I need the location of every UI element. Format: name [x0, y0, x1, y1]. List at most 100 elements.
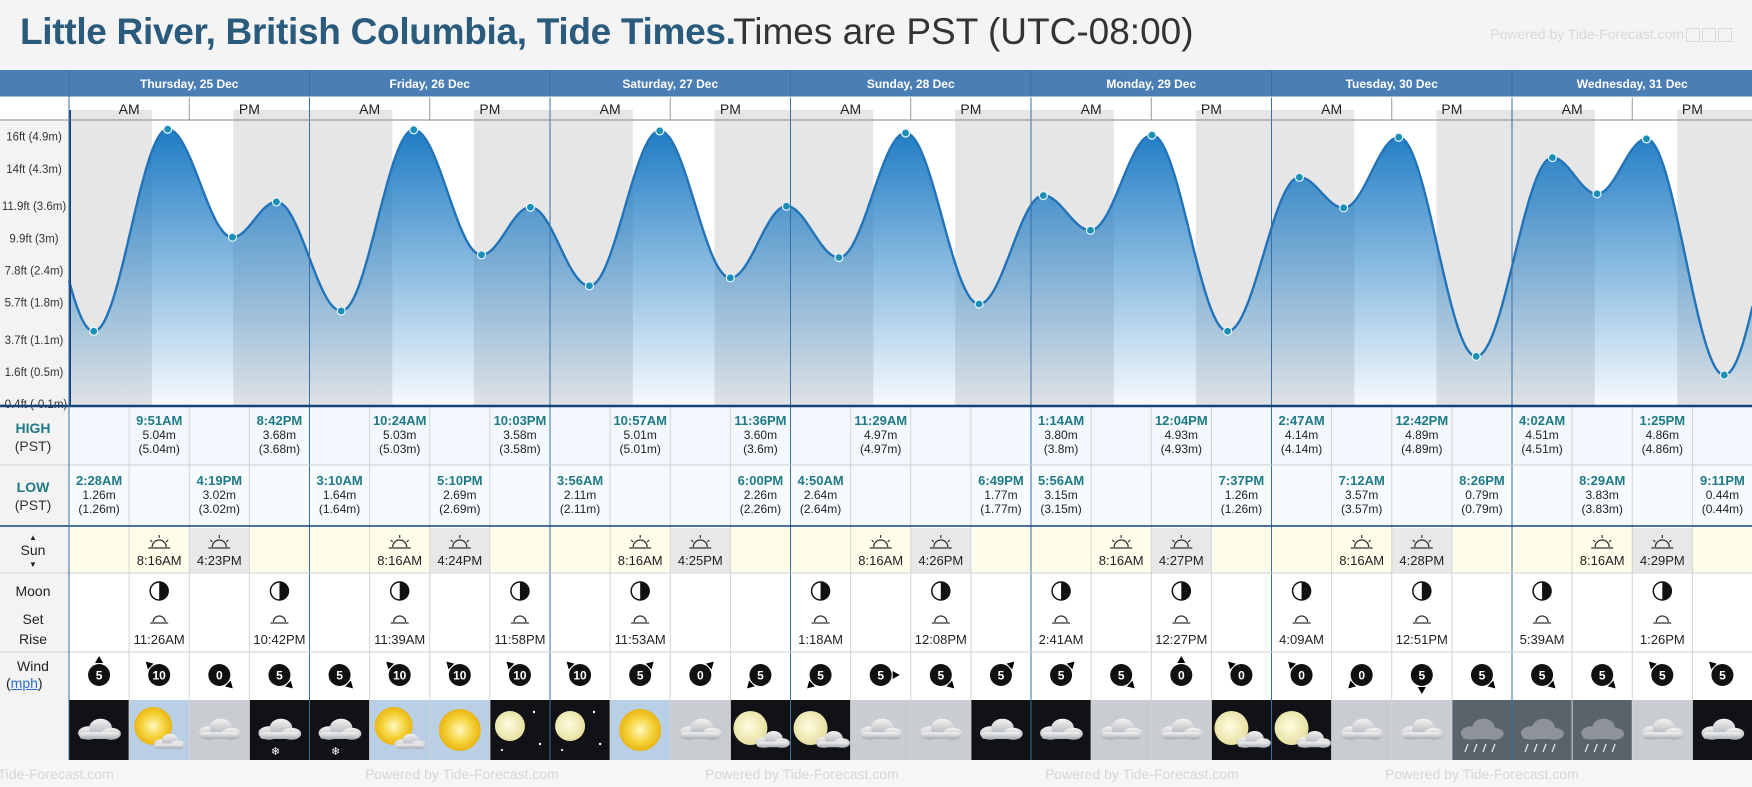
sun-ray: [1187, 539, 1191, 543]
tide-extreme-point[interactable]: [725, 273, 735, 283]
sun-arc: [1654, 539, 1670, 548]
moon-phase-icon: [1652, 581, 1673, 601]
mph-unit-link[interactable]: mph: [10, 675, 38, 691]
cloudy-moon-icon: [730, 700, 791, 760]
low-row-label: LOW: [17, 479, 50, 495]
moon-disc: [555, 711, 586, 741]
sun-disc: [619, 709, 662, 751]
tide-extreme-point[interactable]: [1471, 351, 1481, 361]
wind-circle: [1290, 664, 1313, 686]
wind-arrow-icon: [224, 680, 233, 689]
tide-height-paren: (2.69m): [439, 502, 480, 516]
tide-extreme-point[interactable]: [900, 128, 911, 138]
high-tz-label: (PST): [15, 438, 52, 454]
day-header-bar: [0, 70, 1752, 97]
sun-arc: [632, 539, 648, 548]
tide-height-m: 4.14m: [1285, 428, 1318, 442]
low-tide-time: 5:56AM: [1038, 473, 1084, 488]
moon-arc: [1535, 615, 1549, 623]
tide-extreme-point[interactable]: [163, 124, 173, 134]
tide-extreme-point[interactable]: [1294, 172, 1304, 182]
tide-extreme-point[interactable]: [781, 201, 792, 211]
tide-height-paren: (5.01m): [620, 442, 661, 456]
tide-extreme-point[interactable]: [336, 306, 346, 316]
wind-circle: [1350, 664, 1373, 686]
tide-extreme-point[interactable]: [1592, 189, 1602, 199]
moon-event-time: 4:09AM: [1279, 632, 1324, 647]
wind-circle: [208, 664, 231, 686]
tide-extreme-point[interactable]: [1339, 203, 1349, 213]
tide-height-m: 1.64m: [323, 488, 356, 502]
sun-ray: [450, 539, 454, 543]
wind-arrow-icon: [1547, 680, 1556, 689]
high-tide-time: 2:47AM: [1278, 413, 1324, 428]
moonset-icon: [270, 615, 289, 624]
moon-phase-icon: [389, 581, 410, 601]
tide-extreme-point[interactable]: [89, 326, 99, 336]
tide-height-m: 1.77m: [984, 488, 1017, 502]
moon-arc: [1294, 615, 1309, 623]
moon-disc: [1214, 711, 1249, 745]
tide-extreme-point[interactable]: [1222, 326, 1233, 336]
wind-speed-label: 0: [1358, 669, 1365, 683]
tide-height-paren: (1.26m): [1221, 502, 1262, 516]
wind-arrow-head: [1126, 680, 1135, 689]
moon-shadow: [399, 582, 409, 600]
tide-extreme-point[interactable]: [1641, 134, 1652, 144]
tide-height-m: 3.15m: [1044, 488, 1077, 502]
tide-height-m: 0.79m: [1465, 488, 1498, 502]
day-header: Wednesday, 31 Dec: [1577, 77, 1688, 91]
sun-ray: [1412, 539, 1416, 543]
cloud-shape: [979, 718, 1023, 740]
moon-phase-icon: [630, 581, 650, 601]
wind-arrow-head: [1066, 661, 1075, 670]
sun-ray: [690, 539, 694, 543]
low-tide-time: 7:37PM: [1219, 473, 1265, 488]
cloudy-icon: [1632, 700, 1693, 760]
sun-ray: [1592, 539, 1596, 543]
cloud-base: [816, 741, 849, 748]
sun-ray: [225, 539, 229, 543]
low-tide-time: 7:12AM: [1339, 473, 1385, 488]
cloudy-icon: [910, 700, 971, 760]
tide-extreme-point[interactable]: [1085, 225, 1096, 235]
tide-extreme-point[interactable]: [271, 197, 282, 207]
tide-extreme-point[interactable]: [1394, 132, 1404, 142]
sun-arc: [933, 539, 949, 548]
tide-extreme-point[interactable]: [476, 250, 487, 260]
wind-arrow-head: [1607, 680, 1616, 689]
tide-extreme-point[interactable]: [655, 126, 665, 136]
cloud-shape: [1100, 718, 1143, 740]
star: [500, 748, 504, 752]
tide-height-m: 3.68m: [263, 428, 296, 442]
rain-cloud-icon: [1512, 700, 1573, 760]
wind-speed-label: 10: [573, 669, 587, 683]
high-tide-time: 1:14AM: [1038, 413, 1084, 428]
moon-disc: [733, 711, 768, 745]
moonrise-row-label: Rise: [19, 631, 47, 647]
tide-height-paren: (0.79m): [1461, 502, 1502, 516]
tide-extreme-point[interactable]: [1719, 370, 1729, 380]
tide-extreme-point[interactable]: [584, 281, 595, 291]
low-tz-label: (PST): [15, 497, 52, 513]
wind-arrow-icon: [1709, 661, 1717, 670]
wind-unit: (mph): [6, 675, 43, 691]
tide-height-paren: (1.77m): [980, 502, 1021, 516]
tide-extreme-point[interactable]: [1547, 152, 1558, 163]
wind-speed-label: 5: [1118, 669, 1125, 683]
tide-extreme-point[interactable]: [834, 252, 844, 263]
wind-arrow-head: [506, 661, 515, 670]
wind-circle: [1591, 664, 1614, 686]
wind-circle: [388, 664, 411, 686]
tide-extreme-point[interactable]: [1147, 130, 1157, 140]
low-row-background: [0, 465, 1752, 525]
tide-extreme-point[interactable]: [227, 232, 238, 242]
tide-extreme-point[interactable]: [974, 299, 984, 309]
raindrop: [1602, 743, 1607, 753]
tide-extreme-point[interactable]: [409, 125, 419, 135]
moonrise-icon: [931, 615, 950, 624]
cloud-base: [1161, 732, 1201, 739]
tide-extreme-point[interactable]: [1038, 190, 1048, 201]
wind-circle: [328, 664, 351, 686]
tide-extreme-point[interactable]: [525, 202, 536, 212]
